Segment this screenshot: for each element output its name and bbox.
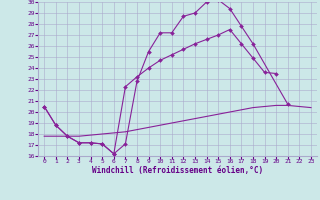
X-axis label: Windchill (Refroidissement éolien,°C): Windchill (Refroidissement éolien,°C) (92, 166, 263, 175)
